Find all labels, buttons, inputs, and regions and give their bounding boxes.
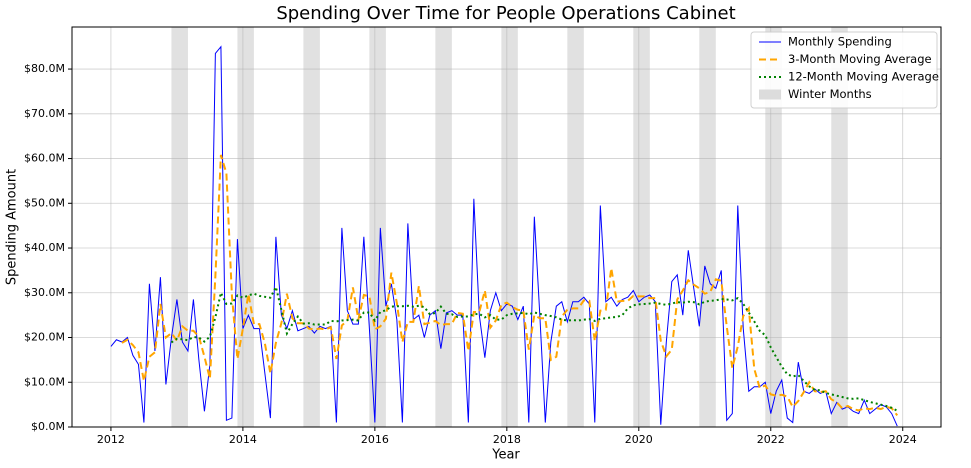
y-tick-label: $10.0M [24,375,65,388]
legend-label: 12-Month Moving Average [788,70,939,84]
x-tick-label: 2020 [625,433,653,446]
winter-band [237,27,254,427]
y-tick-label: $70.0M [24,107,65,120]
chart-title: Spending Over Time for People Operations… [276,3,735,24]
winter-band [765,27,782,427]
plot-frame [71,26,942,428]
legend-swatch [759,89,781,100]
y-axis-label: Spending Amount [5,169,20,285]
y-tick-label: $30.0M [24,286,65,299]
x-tick-label: 2016 [361,433,389,446]
winter-band [501,27,518,427]
legend-box [750,31,938,109]
y-tick-label: $20.0M [24,331,65,344]
winter-band [369,27,386,427]
legend-label: Winter Months [788,87,872,101]
winter-band [303,27,320,427]
x-tick-label: 2018 [493,433,521,446]
legend-label: 3-Month Moving Average [788,52,932,66]
winter-band [171,27,188,427]
y-tick-label: $60.0M [24,152,65,165]
y-tick-label: $80.0M [24,62,65,75]
x-tick-label: 2012 [97,433,125,446]
y-tick-label: $50.0M [24,196,65,209]
y-tick-label: $0.0M [31,420,65,433]
x-tick-label: 2024 [889,433,917,446]
winter-band [435,27,452,427]
x-tick-label: 2022 [757,433,785,446]
legend-label: Monthly Spending [788,35,892,49]
series-line [121,154,899,416]
winter-band [633,27,650,427]
winter-band [699,27,716,427]
winter-band [567,27,584,427]
x-axis-label: Year [491,448,520,463]
y-tick-label: $40.0M [24,241,65,254]
winter-band [831,27,848,427]
x-tick-label: 2014 [229,433,257,446]
